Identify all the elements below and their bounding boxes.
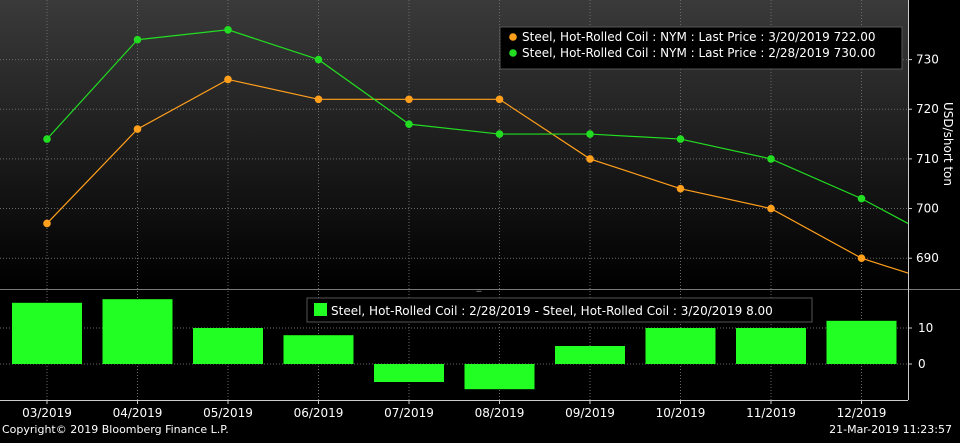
bar <box>12 302 82 364</box>
x-tick-label: 04/2019 <box>113 406 163 420</box>
bar-y-tick-label: 0 <box>918 357 926 371</box>
y-tick-label: 710 <box>916 152 939 166</box>
bar-y-tick-label: 10 <box>918 321 933 335</box>
series-point-0 <box>767 204 775 213</box>
series-point-1 <box>495 130 504 138</box>
x-tick-label: 10/2019 <box>656 406 706 420</box>
bar-legend-box <box>306 297 813 323</box>
bar <box>736 328 806 364</box>
bar <box>645 328 716 364</box>
series-point-1 <box>586 130 594 138</box>
y-axis-label: USD/short ton <box>941 102 955 186</box>
series-point-1 <box>857 194 866 203</box>
panel-divider-handle[interactable]: = <box>476 286 483 295</box>
legend-label: Steel, Hot-Rolled Coil : NYM : Last Pric… <box>522 30 876 44</box>
y-tick-label: 700 <box>916 202 939 216</box>
series-point-1 <box>133 35 142 44</box>
bar <box>102 299 173 364</box>
bar <box>826 320 897 364</box>
series-point-0 <box>133 125 142 133</box>
series-point-0 <box>495 95 504 104</box>
series-point-1 <box>43 135 51 143</box>
legend-label: Steel, Hot-Rolled Coil : NYM : Last Pric… <box>522 46 876 60</box>
series-point-0 <box>314 95 323 104</box>
bar <box>374 364 444 382</box>
legend-marker <box>509 33 517 41</box>
legend-box <box>499 26 903 70</box>
bar <box>193 328 263 364</box>
y-tick-label: 720 <box>916 102 939 116</box>
copyright-text: Copyright© 2019 Bloomberg Finance L.P. <box>2 423 229 436</box>
legend-bottom: Steel, Hot-Rolled Coil : 2/28/2019 - Ste… <box>306 297 813 323</box>
x-tick-label: 12/2019 <box>837 406 887 420</box>
bar <box>283 335 354 364</box>
bar-legend-label: Steel, Hot-Rolled Coil : 2/28/2019 - Ste… <box>331 304 773 318</box>
bar <box>555 346 625 364</box>
series-point-0 <box>857 254 866 263</box>
series-point-1 <box>314 55 323 64</box>
series-point-0 <box>43 219 51 228</box>
series-point-1 <box>676 135 685 143</box>
line-layer <box>43 25 909 274</box>
y-tick-label: 730 <box>916 53 939 67</box>
series-point-0 <box>224 75 232 84</box>
legend-top: Steel, Hot-Rolled Coil : NYM : Last Pric… <box>499 26 903 70</box>
series-point-0 <box>676 184 685 193</box>
x-tick-label: 06/2019 <box>294 406 344 420</box>
x-tick-label: 07/2019 <box>384 406 434 420</box>
x-tick-label: 11/2019 <box>746 406 796 420</box>
series-point-0 <box>586 155 594 163</box>
series-point-0 <box>405 95 413 104</box>
x-tick-label: 05/2019 <box>203 406 253 420</box>
x-tick-label: 09/2019 <box>565 406 615 420</box>
series-point-1 <box>767 155 775 163</box>
y-tick-label: 690 <box>916 251 939 265</box>
x-tick-label: 08/2019 <box>475 406 525 420</box>
x-tick-label: 03/2019 <box>22 406 72 420</box>
series-point-1 <box>224 25 232 34</box>
bar-layer <box>12 299 897 390</box>
axis-layer: 03/2019 04/2019 05/2019 06/2019 07/2019 08/20… <box>22 53 939 420</box>
series-point-1 <box>405 120 413 128</box>
bar-legend-swatch <box>314 303 327 316</box>
legend-marker <box>509 49 517 57</box>
timestamp-text: 21-Mar-2019 11:23:57 <box>829 423 952 436</box>
footer: Copyright© 2019 Bloomberg Finance L.P. 2… <box>0 421 960 439</box>
bar <box>464 364 535 390</box>
